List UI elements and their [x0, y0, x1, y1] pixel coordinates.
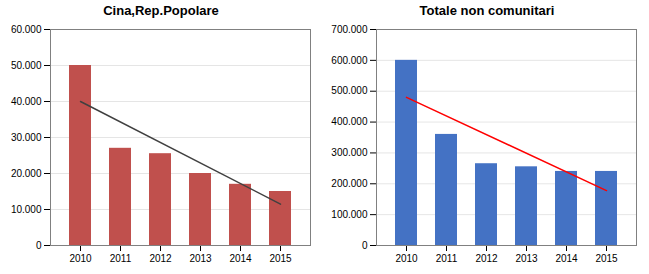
svg-text:2010: 2010 [69, 253, 92, 264]
svg-text:30.000: 30.000 [11, 132, 42, 143]
svg-text:700.000: 700.000 [331, 24, 368, 35]
svg-text:2010: 2010 [395, 253, 418, 264]
svg-text:10.000: 10.000 [11, 204, 42, 215]
html-text:Cina,Rep.Popolare: Cina,Rep.Popolare [103, 3, 219, 18]
svg-text:2014: 2014 [555, 253, 578, 264]
svg-text:2012: 2012 [475, 253, 498, 264]
svg-text:2011: 2011 [110, 253, 132, 264]
svg-text:2015: 2015 [595, 253, 618, 264]
svg-text:40.000: 40.000 [11, 96, 42, 107]
svg-text:500.000: 500.000 [331, 85, 368, 96]
svg-text:2015: 2015 [269, 253, 292, 264]
svg-text:2013: 2013 [189, 253, 212, 264]
svg-text:300.000: 300.000 [331, 147, 368, 158]
svg-text:0: 0 [362, 240, 368, 251]
svg-text:20.000: 20.000 [11, 168, 42, 179]
svg-text:2013: 2013 [515, 253, 538, 264]
svg-text:0: 0 [36, 240, 42, 251]
svg-text:200.000: 200.000 [331, 178, 368, 189]
html-text:Totale non comunitari: Totale non comunitari [419, 3, 555, 18]
svg-text:100.000: 100.000 [331, 209, 368, 220]
svg-text:2012: 2012 [149, 253, 172, 264]
svg-text:60.000: 60.000 [11, 24, 42, 35]
svg-text:2011: 2011 [436, 253, 458, 264]
svg-text:2014: 2014 [229, 253, 252, 264]
svg-text:400.000: 400.000 [331, 116, 368, 127]
svg-text:600.000: 600.000 [331, 55, 368, 66]
svg-text:50.000: 50.000 [11, 60, 42, 71]
